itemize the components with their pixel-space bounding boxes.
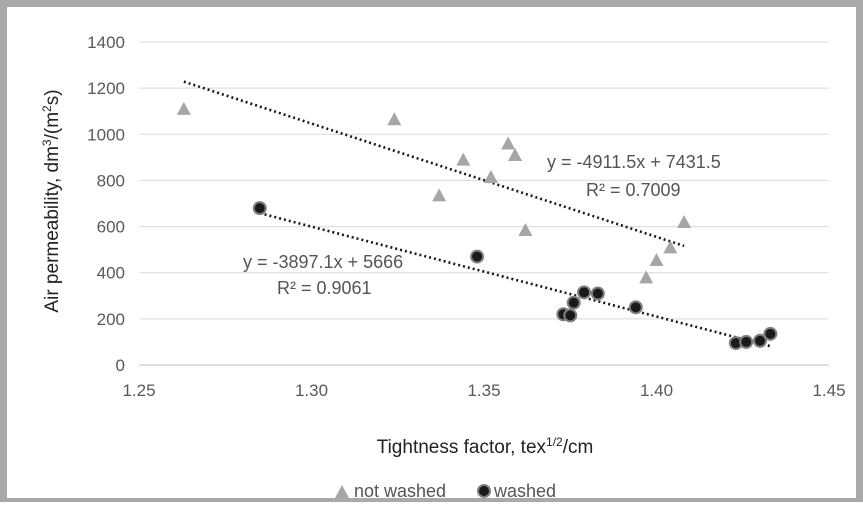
point-not-washed — [456, 153, 470, 166]
y-axis-title: Air permeability, dm3/(m2s) — [40, 89, 63, 312]
y-tick-label: 0 — [116, 356, 125, 375]
point-not-washed — [177, 102, 191, 115]
trendline-r2-washed: R² = 0.9061 — [277, 278, 372, 298]
x-tick-label: 1.35 — [467, 381, 500, 400]
point-not-washed — [501, 137, 515, 150]
x-tick-label: 1.30 — [295, 381, 328, 400]
x-axis-title: Tightness factor, tex1/2/cm — [377, 435, 594, 458]
legend-label-washed: washed — [493, 481, 556, 501]
point-not-washed — [387, 112, 401, 125]
point-washed — [764, 328, 776, 340]
y-tick-label: 200 — [97, 310, 125, 329]
legend-label-not-washed: not washed — [354, 481, 446, 501]
point-not-washed — [484, 170, 498, 183]
y-tick-labels: 0 200 400 600 800 1000 1200 1400 — [87, 33, 125, 375]
legend-circle-icon — [478, 485, 490, 497]
trendline-r2-not-washed: R² = 0.7009 — [586, 180, 681, 200]
y-tick-label: 1200 — [87, 79, 125, 98]
trendlines — [184, 82, 771, 347]
legend: not washed washed — [335, 481, 556, 501]
y-tick-label: 800 — [97, 171, 125, 190]
x-tick-labels: 1.25 1.30 1.35 1.40 1.45 — [122, 381, 845, 400]
trendline-equation-washed: y = -3897.1x + 5666 — [243, 252, 403, 272]
x-tick-label: 1.45 — [812, 381, 845, 400]
x-tick-label: 1.40 — [640, 381, 673, 400]
point-not-washed — [650, 253, 664, 266]
point-washed — [568, 297, 580, 309]
point-not-washed — [677, 215, 691, 228]
gridlines — [139, 42, 829, 365]
point-washed — [630, 301, 642, 313]
point-washed — [254, 202, 266, 214]
y-tick-label: 600 — [97, 218, 125, 237]
point-not-washed — [432, 188, 446, 201]
point-not-washed — [518, 223, 532, 236]
data-points — [177, 102, 777, 349]
y-tick-label: 1000 — [87, 125, 125, 144]
point-not-washed — [508, 148, 522, 161]
point-washed — [471, 251, 483, 263]
y-tick-label: 1400 — [87, 33, 125, 52]
point-washed — [578, 286, 590, 298]
point-washed — [740, 336, 752, 348]
trendline-equation-not-washed: y = -4911.5x + 7431.5 — [547, 152, 721, 172]
point-washed — [592, 287, 604, 299]
y-tick-label: 400 — [97, 264, 125, 283]
point-washed — [564, 309, 576, 321]
legend-triangle-icon — [335, 485, 349, 498]
x-tick-label: 1.25 — [122, 381, 155, 400]
